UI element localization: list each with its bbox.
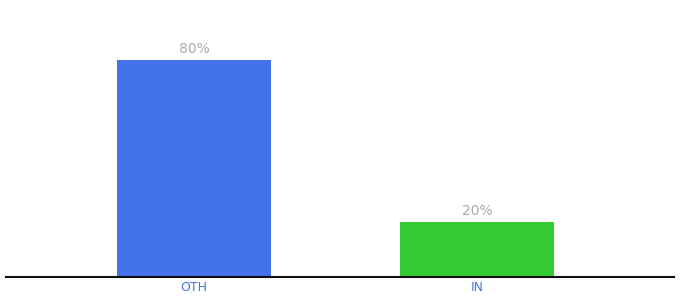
Text: 80%: 80%: [179, 42, 209, 56]
Bar: [117, 60, 271, 277]
Text: 20%: 20%: [462, 204, 492, 218]
Bar: [400, 222, 554, 277]
